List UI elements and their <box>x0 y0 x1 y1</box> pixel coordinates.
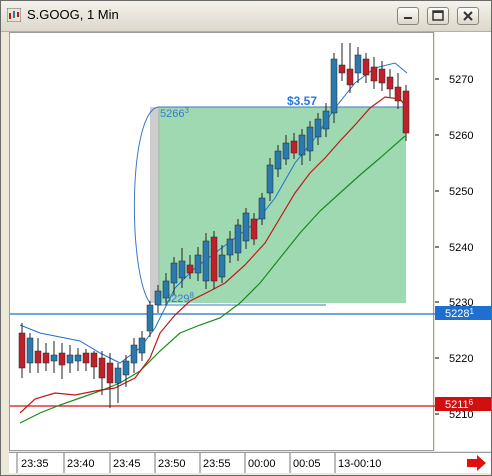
down-candle[interactable] <box>34 350 42 364</box>
price-axis[interactable]: 5270 5260 5250 5240 5230 5220 5210 52281… <box>435 32 491 451</box>
profit-label: $3.57 <box>287 94 317 108</box>
up-candle[interactable] <box>146 304 154 332</box>
trade-arc <box>133 106 159 304</box>
up-candle[interactable] <box>114 367 122 384</box>
up-candle[interactable] <box>282 142 290 160</box>
down-candle[interactable] <box>106 362 114 384</box>
up-candle[interactable] <box>26 337 34 364</box>
close-button[interactable] <box>457 7 479 25</box>
down-candle[interactable] <box>386 76 394 90</box>
time-label-2335: 23:35 <box>21 458 49 470</box>
down-candle[interactable] <box>370 66 378 82</box>
blue-line-price-tag <box>435 306 491 320</box>
candlestick-chart[interactable]: 52663 52298 $3.57 <box>10 33 435 452</box>
down-candle[interactable] <box>42 352 50 364</box>
target-price-label: 52663 <box>160 106 189 120</box>
up-candle[interactable] <box>170 262 178 284</box>
up-candle[interactable] <box>330 58 338 114</box>
down-candle[interactable] <box>250 218 258 240</box>
red-line-price-text: 52116 <box>445 398 474 411</box>
up-candle[interactable] <box>234 224 242 254</box>
price-label-5240: 5240 <box>449 242 473 254</box>
price-ticks <box>435 78 439 415</box>
down-candle[interactable] <box>18 332 26 369</box>
chart-app-icon <box>7 8 21 22</box>
up-candle[interactable] <box>138 337 146 354</box>
fast-moving-average <box>19 96 408 414</box>
minimize-button[interactable] <box>397 7 419 25</box>
time-axis-svg: 23:35 23:40 23:45 23:50 23:55 00:00 00:0… <box>16 453 486 473</box>
down-candle[interactable] <box>90 352 98 368</box>
blue-line-price-text: 52281 <box>445 307 474 320</box>
up-candle[interactable] <box>314 118 322 138</box>
up-candle[interactable] <box>226 238 234 256</box>
price-label-5270: 5270 <box>449 74 473 86</box>
up-candle[interactable] <box>74 354 82 362</box>
down-candle[interactable] <box>378 68 386 84</box>
maximize-button[interactable] <box>427 7 449 25</box>
time-label-2355: 23:55 <box>203 458 231 470</box>
window-title: S.GOOG, 1 Min <box>27 7 119 22</box>
price-label-5260: 5260 <box>449 130 473 142</box>
price-label-5250: 5250 <box>449 186 473 198</box>
up-candle[interactable] <box>178 260 186 279</box>
down-candle[interactable] <box>82 352 90 364</box>
time-label-0005: 00:05 <box>293 458 321 470</box>
close-icon <box>463 11 473 21</box>
down-candle[interactable] <box>290 140 298 154</box>
up-candle[interactable] <box>218 254 226 278</box>
price-axis-svg: 5270 5260 5250 5240 5230 5220 5210 52281… <box>435 74 491 421</box>
down-candle[interactable] <box>210 236 218 282</box>
trade-box-shadow <box>150 107 160 303</box>
up-candle[interactable] <box>322 110 330 130</box>
up-candle[interactable] <box>66 354 74 364</box>
up-candle[interactable] <box>202 240 210 282</box>
up-candle[interactable] <box>154 290 162 306</box>
up-candle[interactable] <box>266 164 274 194</box>
down-candle[interactable] <box>362 58 370 76</box>
slow-moving-average <box>19 135 406 424</box>
time-label-2350: 23:50 <box>158 458 186 470</box>
up-candle[interactable] <box>194 254 202 274</box>
minimize-icon <box>404 17 412 19</box>
trade-box[interactable] <box>158 107 406 303</box>
up-candle[interactable] <box>122 360 130 376</box>
up-candle[interactable] <box>298 134 306 156</box>
up-candle[interactable] <box>274 150 282 170</box>
maximize-icon <box>432 10 444 21</box>
price-label-5210: 5210 <box>449 409 473 421</box>
up-candle[interactable] <box>354 54 362 74</box>
price-plot[interactable]: 52663 52298 $3.57 <box>9 32 435 452</box>
down-candle[interactable] <box>394 86 402 102</box>
down-candle[interactable] <box>186 264 194 274</box>
time-label-2345: 23:45 <box>113 458 141 470</box>
up-candle[interactable] <box>50 354 58 362</box>
up-candle[interactable] <box>162 280 170 299</box>
up-candle[interactable] <box>130 344 138 364</box>
down-candle[interactable] <box>58 352 66 366</box>
price-label-5220: 5220 <box>449 353 473 365</box>
down-candle[interactable] <box>402 90 410 134</box>
up-candle[interactable] <box>306 126 314 152</box>
down-candle[interactable] <box>346 68 354 86</box>
up-candle[interactable] <box>258 197 266 220</box>
time-label-0000: 00:00 <box>248 458 276 470</box>
time-axis[interactable]: 23:35 23:40 23:45 23:50 23:55 00:00 00:0… <box>9 452 491 473</box>
down-candle[interactable] <box>338 64 346 74</box>
red-line-price-tag <box>435 397 491 411</box>
time-label-2340: 23:40 <box>67 458 95 470</box>
up-candle[interactable] <box>242 212 250 242</box>
time-label-0010: 13-00:10 <box>338 458 381 470</box>
title-bar[interactable]: S.GOOG, 1 Min <box>1 1 491 32</box>
down-candle[interactable] <box>98 357 106 379</box>
red-arrow-right-icon[interactable] <box>467 455 486 471</box>
candles-group <box>18 43 410 408</box>
